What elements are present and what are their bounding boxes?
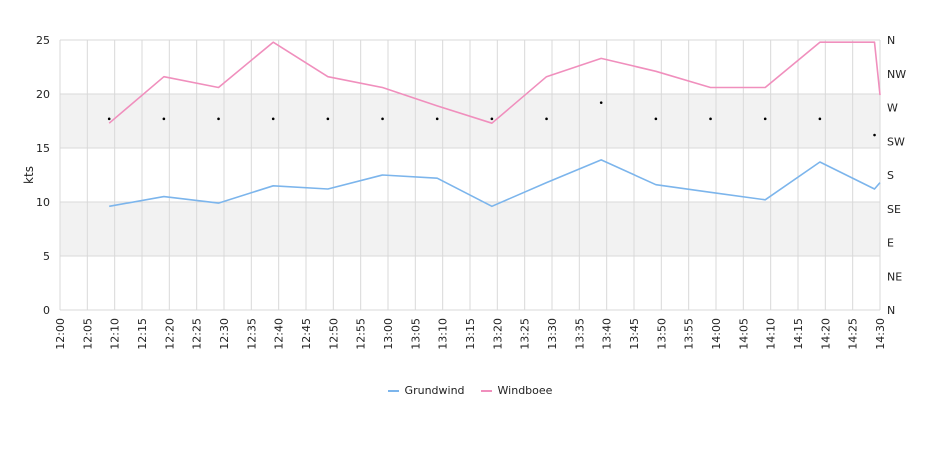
direction-marker <box>435 117 439 121</box>
x-tick-label: 14:05 <box>737 318 750 350</box>
direction-tick-label: W <box>887 102 898 115</box>
x-tick-label: 14:25 <box>847 318 860 350</box>
direction-tick-label: NW <box>887 68 906 81</box>
direction-marker <box>107 117 111 121</box>
direction-marker <box>873 133 876 137</box>
x-tick-label: 12:15 <box>136 318 149 350</box>
direction-marker <box>490 117 494 121</box>
x-tick-label: 13:15 <box>464 318 477 350</box>
direction-marker <box>326 117 330 121</box>
x-tick-label: 12:45 <box>300 318 313 350</box>
series-line-grundwind <box>109 159 881 208</box>
legend-label: Grundwind <box>404 384 465 397</box>
legend: Grundwind Windboee <box>0 384 940 397</box>
x-tick-label: 13:10 <box>437 318 450 350</box>
horizontal-gridlines <box>60 39 880 311</box>
x-axis: 12:00 12:05 12:10 12:15 12:20 12:25 12:30 12:35… <box>54 318 887 350</box>
direction-tick-label: S <box>887 169 894 182</box>
x-tick-label: 14:10 <box>765 318 778 350</box>
x-tick-label: 13:25 <box>519 318 532 350</box>
x-tick-label: 13:50 <box>655 318 668 350</box>
x-tick-label: 13:00 <box>382 318 395 350</box>
x-tick-label: 13:30 <box>546 318 559 350</box>
x-tick-label: 13:05 <box>409 318 422 350</box>
legend-swatch <box>387 389 399 392</box>
x-tick-label: 14:15 <box>792 318 805 350</box>
direction-marker <box>763 117 767 121</box>
direction-tick-label: E <box>887 237 894 250</box>
direction-marker <box>271 117 275 121</box>
x-tick-label: 12:35 <box>245 318 258 350</box>
x-tick-label: 14:20 <box>819 318 832 350</box>
y-tick-label: 10 <box>36 196 50 209</box>
legend-swatch <box>480 389 492 392</box>
x-tick-label: 13:35 <box>573 318 586 350</box>
x-tick-label: 12:00 <box>54 318 67 350</box>
x-tick-label: 14:30 <box>874 318 887 350</box>
direction-marker <box>162 117 166 121</box>
x-tick-label: 12:05 <box>81 318 94 350</box>
series-line-windboee <box>108 41 881 124</box>
x-tick-label: 13:45 <box>628 318 641 350</box>
direction-marker <box>654 117 658 121</box>
x-tick-label: 14:00 <box>710 318 723 350</box>
legend-item-grundwind[interactable]: Grundwind <box>387 384 465 397</box>
x-tick-label: 12:55 <box>355 318 368 350</box>
direction-tick-label: SE <box>887 203 901 216</box>
x-tick-label: 13:20 <box>491 318 504 350</box>
x-tick-label: 12:10 <box>109 318 122 350</box>
direction-marker <box>599 101 603 104</box>
direction-marker <box>709 117 712 121</box>
x-tick-label: 12:30 <box>218 318 231 350</box>
direction-marker <box>217 117 220 121</box>
x-tick-label: 12:25 <box>191 318 204 350</box>
vertical-gridlines <box>59 40 881 310</box>
legend-label: Windboee <box>497 384 553 397</box>
x-tick-label: 12:50 <box>327 318 340 350</box>
y-tick-label: 15 <box>36 142 50 155</box>
direction-tick-label: NE <box>887 270 902 283</box>
direction-marker <box>545 117 548 121</box>
x-tick-label: 12:40 <box>273 318 286 350</box>
direction-tick-label: N <box>887 304 895 317</box>
direction-markers <box>107 101 876 137</box>
y-tick-label: 25 <box>36 34 50 47</box>
y-tick-label: 0 <box>43 304 50 317</box>
x-tick-label: 12:20 <box>163 318 176 350</box>
legend-item-windboee[interactable]: Windboee <box>480 384 553 397</box>
x-tick-label: 13:55 <box>683 318 696 350</box>
y-axis-title: kts <box>22 166 36 184</box>
series-lines <box>108 41 881 208</box>
direction-tick-label: SW <box>887 135 905 148</box>
direction-axis-right: N NE E SE S SW W NW N <box>887 34 906 317</box>
direction-tick-label: N <box>887 34 895 47</box>
direction-marker <box>818 117 822 121</box>
direction-marker <box>381 117 384 121</box>
y-tick-label: 20 <box>36 88 50 101</box>
y-tick-label: 5 <box>43 250 50 263</box>
y-axis-left: 0 5 10 15 20 25 <box>36 34 50 317</box>
x-tick-label: 13:40 <box>601 318 614 350</box>
